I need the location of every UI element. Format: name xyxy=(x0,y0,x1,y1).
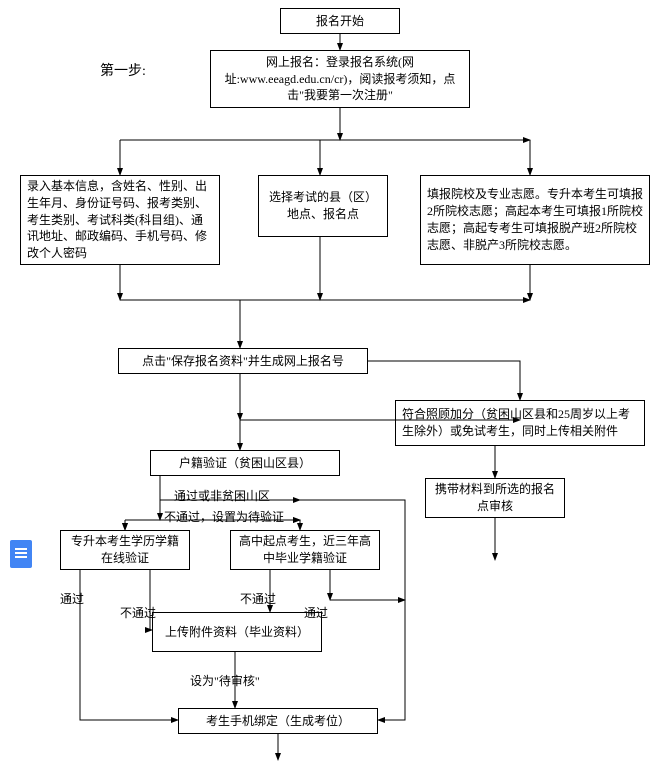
node-start: 报名开始 xyxy=(280,8,400,34)
node-save: 点击"保存报名资料"并生成网上报名号 xyxy=(118,348,368,374)
node-gz: 高中起点考生，近三年高中毕业学籍验证 xyxy=(230,530,380,570)
node-bonus: 符合照顾加分（贫困山区县和25周岁以上考生除外）或免试考生，同时上传相关附件 xyxy=(395,400,645,446)
edge-label-fail-left: 不通过 xyxy=(120,604,156,621)
node-loc: 选择考试的县（区）地点、报名点 xyxy=(258,175,388,237)
node-zsb: 专升本考生学历学籍在线验证 xyxy=(60,530,190,570)
edge-label-pass-right: 通过 xyxy=(304,604,328,621)
node-bind: 考生手机绑定（生成考位） xyxy=(178,708,378,734)
edge-label-fail-set-pending: 不通过，设置为待验证 xyxy=(164,508,284,525)
edge-label-pass-left: 通过 xyxy=(60,590,84,607)
step-label: 第一步: xyxy=(100,60,146,80)
flow-arrows xyxy=(0,0,672,768)
node-online: 网上报名：登录报名系统(网址:www.eeagd.edu.cn/cr)，阅读报考… xyxy=(210,50,470,108)
node-huji: 户籍验证（贫困山区县） xyxy=(150,450,340,476)
edge-label-set-pending2: 设为"待审核" xyxy=(190,672,260,689)
node-info: 录入基本信息，含姓名、性别、出生年月、身份证号码、报考类别、考生类别、考试科类(… xyxy=(20,175,220,265)
node-upload: 上传附件资料（毕业资料） xyxy=(152,612,322,652)
edge-label-pass-or-not-poor: 通过或非贫困山区 xyxy=(174,487,270,504)
edge-label-fail-right: 不通过 xyxy=(240,590,276,607)
node-mat: 携带材料到所选的报名点审核 xyxy=(425,478,565,518)
document-icon xyxy=(10,540,32,568)
node-school: 填报院校及专业志愿。专升本考生可填报2所院校志愿；高起本考生可填报1所院校志愿；… xyxy=(420,175,650,265)
